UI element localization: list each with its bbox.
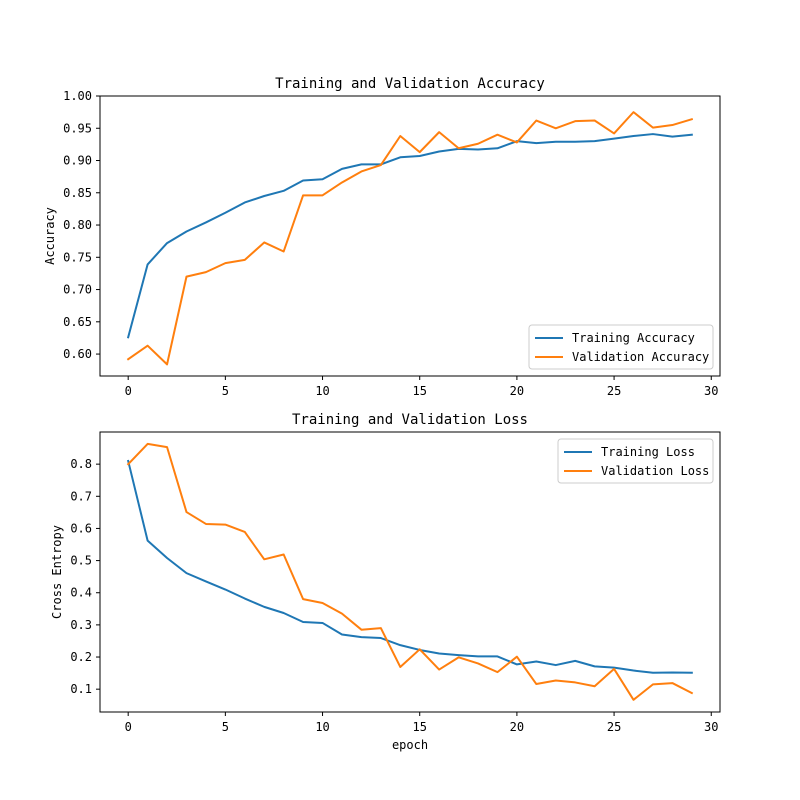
chart-title: Training and Validation Loss (292, 412, 528, 428)
x-tick-label: 15 (412, 384, 426, 398)
x-tick-label: 5 (222, 384, 229, 398)
x-tick-label: 30 (704, 720, 718, 734)
y-tick-label: 0.60 (63, 347, 92, 361)
y-tick-label: 0.5 (70, 554, 92, 568)
y-tick-label: 0.85 (63, 186, 92, 200)
chart-title: Training and Validation Accuracy (275, 76, 545, 92)
series-line-training-loss (126, 459, 693, 674)
x-tick-label: 10 (315, 720, 329, 734)
y-tick-label: 0.75 (63, 250, 92, 264)
x-axis-label: epoch (392, 738, 428, 752)
y-tick-label: 0.4 (70, 586, 92, 600)
legend-entry-label: Training Loss (601, 445, 695, 459)
y-axis-label: Cross Entropy (50, 525, 64, 619)
x-tick-label: 20 (510, 720, 524, 734)
y-tick-label: 0.6 (70, 521, 92, 535)
accuracy-chart: 0 5 10 15 20 25 30 0.60 0.65 0.70 0.75 0.80 0.85 0.90… (43, 76, 721, 398)
y-tick-label: 0.90 (63, 154, 92, 168)
legend: Training Accuracy Validation Accuracy (528, 324, 714, 370)
x-tick-label: 0 (125, 720, 132, 734)
axes-frame (99, 95, 721, 377)
axes-frame (99, 431, 721, 713)
x-tick-label: 20 (510, 384, 524, 398)
y-tick-label: 0.3 (70, 618, 92, 632)
x-tick-label: 25 (607, 384, 621, 398)
legend-box (528, 324, 714, 370)
legend: Training Loss Validation Loss (557, 438, 714, 484)
y-tick-label: 0.1 (70, 682, 92, 696)
y-tick-label: 0.95 (63, 121, 92, 135)
loss-chart: 0 5 10 15 20 25 30 0.1 0.2 0.3 0.4 0.5 0.6 0.7 0.8 Trai… (50, 412, 721, 752)
y-tick-label: 1.00 (63, 89, 92, 103)
legend-box (557, 438, 714, 484)
x-tick-label: 15 (412, 720, 426, 734)
y-tick-label: 0.7 (70, 489, 92, 503)
y-tick-label: 0.8 (70, 457, 92, 471)
series-line-validation-accuracy (126, 111, 694, 366)
series-line-training-accuracy (126, 133, 693, 339)
y-tick-label: 0.80 (63, 218, 92, 232)
legend-entry-label: Training Accuracy (572, 331, 695, 345)
series-line-validation-loss (126, 442, 694, 701)
x-tick-label: 25 (607, 720, 621, 734)
y-tick-label: 0.2 (70, 650, 92, 664)
x-tick-label: 0 (125, 384, 132, 398)
y-tick-label: 0.70 (63, 283, 92, 297)
x-tick-label: 5 (222, 720, 229, 734)
x-tick-label: 10 (315, 384, 329, 398)
y-axis-label: Accuracy (43, 207, 57, 265)
y-tick-label: 0.65 (63, 315, 92, 329)
x-tick-label: 30 (704, 384, 718, 398)
legend-entry-label: Validation Loss (601, 464, 709, 478)
legend-entry-label: Validation Accuracy (572, 350, 709, 364)
